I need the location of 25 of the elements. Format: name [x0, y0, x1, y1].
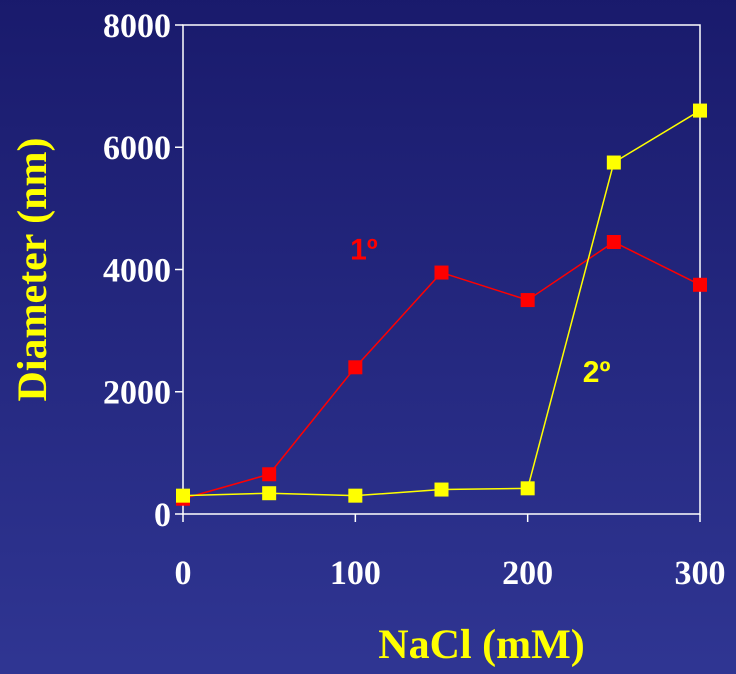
x-tick-label: 100 [330, 555, 381, 592]
point [348, 488, 362, 503]
y-tick-label: 4000 [103, 252, 171, 290]
point [348, 360, 362, 374]
x-tick-label: 200 [502, 555, 554, 592]
point [434, 266, 448, 280]
y-axis-title: Diameter (nm) [10, 138, 56, 402]
point [606, 234, 621, 249]
point [434, 482, 448, 497]
point [693, 278, 707, 292]
x-axis-title: NaCl (mM) [378, 622, 585, 668]
point [693, 104, 707, 118]
point [606, 156, 621, 170]
y-tick-label: 6000 [103, 130, 171, 168]
x-tick-label: 300 [674, 555, 726, 592]
point [262, 467, 276, 482]
point [262, 486, 276, 500]
point [520, 293, 535, 308]
point [520, 481, 535, 496]
point [176, 488, 190, 503]
series-label: 1º [350, 234, 378, 267]
y-tick-label: 0 [154, 496, 171, 534]
y-tick-label: 8000 [103, 8, 171, 45]
series-label: 2º [582, 356, 610, 389]
y-tick-label: 2000 [103, 374, 171, 412]
